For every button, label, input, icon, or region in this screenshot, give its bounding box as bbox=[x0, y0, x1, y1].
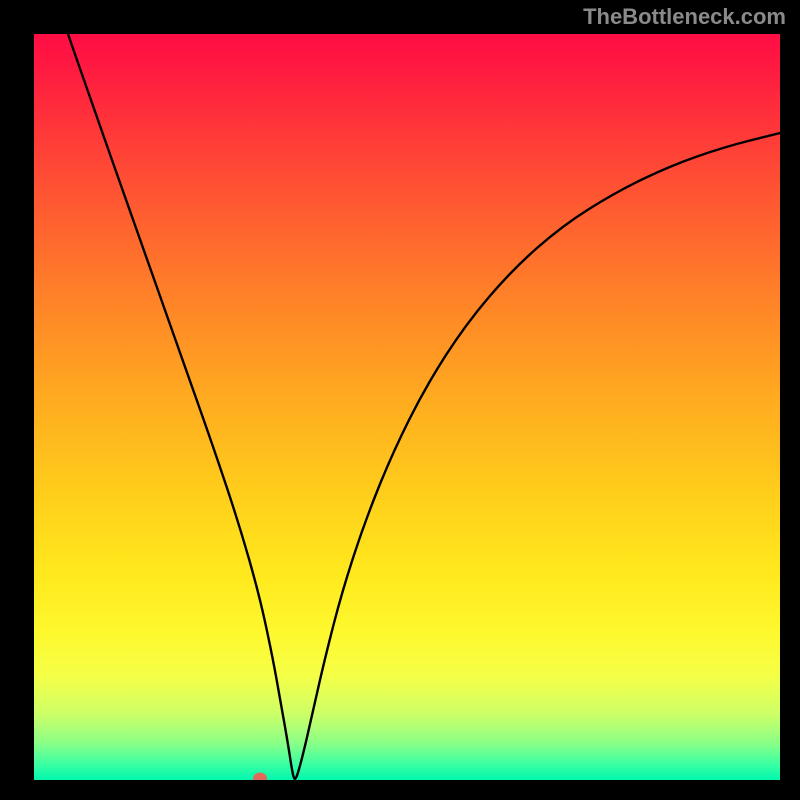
chart-frame: TheBottleneck.com bbox=[0, 0, 800, 800]
min-marker bbox=[253, 773, 267, 780]
bottleneck-curve bbox=[34, 34, 780, 780]
curve-path bbox=[68, 34, 780, 779]
watermark-text: TheBottleneck.com bbox=[583, 4, 786, 30]
plot-area bbox=[34, 34, 780, 780]
